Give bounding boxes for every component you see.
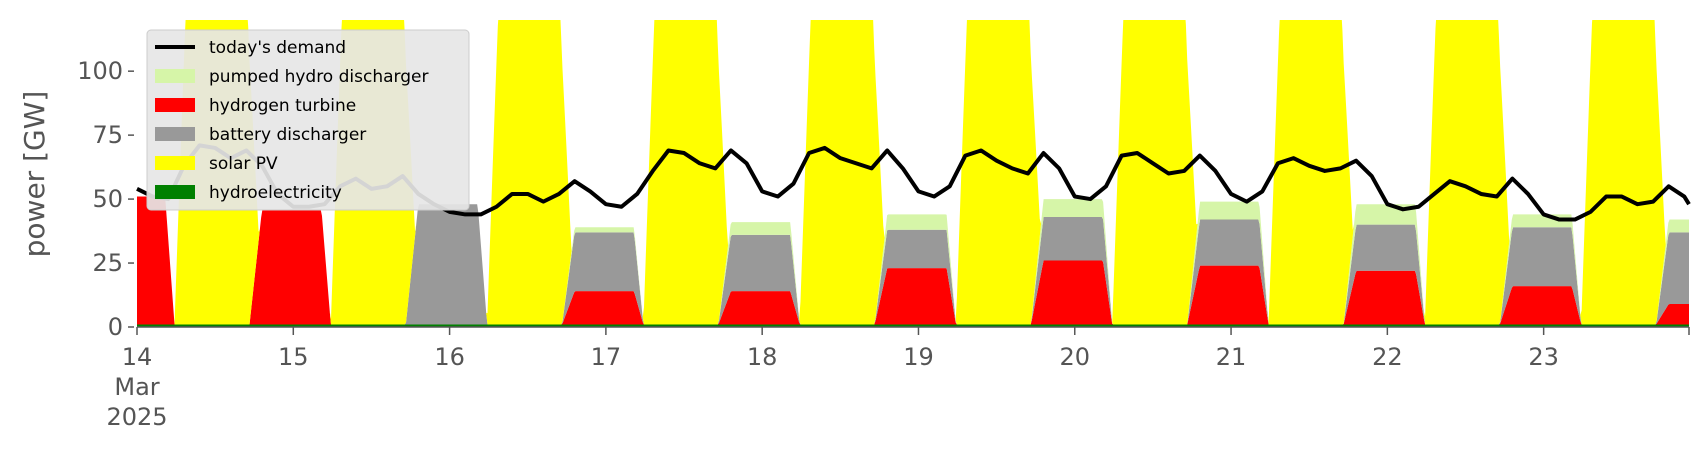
y-tick-label-100: 100 (77, 57, 123, 85)
y-axis: 0 25 50 75 100 (77, 57, 134, 341)
x-tick-label-line: 23 (1528, 343, 1559, 371)
plot-top-mask (137, 0, 1689, 20)
x-tick-label-2: 16 (434, 343, 465, 371)
legend-swatch-hydrogen-turbine (155, 98, 195, 112)
x-tick-label-line: 16 (434, 343, 465, 371)
y-tick-label-25: 25 (92, 249, 123, 277)
x-tick-label-line: 19 (903, 343, 934, 371)
x-tick-label-7: 21 (1216, 343, 1247, 371)
x-tick-label-line: 2025 (106, 403, 167, 431)
y-tick-label-75: 75 (92, 121, 123, 149)
x-tick-label-line: 15 (278, 343, 309, 371)
y-tick-label-50: 50 (92, 185, 123, 213)
legend: today's demand pumped hydro discharger hyd… (146, 29, 470, 211)
x-tick-label-line: Mar (114, 373, 159, 401)
x-tick-label-line: 20 (1059, 343, 1090, 371)
area-solar-pv (137, 7, 1689, 325)
x-tick-label-line: 21 (1216, 343, 1247, 371)
y-axis-label: power [GW] (18, 91, 51, 258)
legend-label-hydrogen-turbine: hydrogen turbine (209, 96, 356, 116)
x-tick-label-line: 22 (1372, 343, 1403, 371)
y-tick-label-0: 0 (108, 313, 123, 341)
area-battery-discharger (137, 196, 1689, 325)
x-tick-label-line: 14 (122, 343, 153, 371)
legend-swatch-battery-discharger (155, 127, 195, 141)
area-pumped-hydro-discharger (137, 196, 1689, 325)
x-tick-label-9: 23 (1528, 343, 1559, 371)
legend-label-today-s-demand: today's demand (209, 38, 346, 58)
x-tick-label-5: 19 (903, 343, 934, 371)
x-tick-label-4: 18 (747, 343, 778, 371)
x-tick-label-1: 15 (278, 343, 309, 371)
legend-label-pumped-hydro-discharger: pumped hydro discharger (209, 67, 428, 87)
x-tick-label-3: 17 (591, 343, 622, 371)
x-tick-label-6: 20 (1059, 343, 1090, 371)
legend-label-hydroelectricity: hydroelectricity (209, 183, 342, 203)
legend-swatch-solar-pv (155, 156, 195, 170)
legend-label-solar-pv: solar PV (209, 154, 278, 174)
legend-label-battery-discharger: battery discharger (209, 125, 366, 145)
x-tick-label-8: 22 (1372, 343, 1403, 371)
x-tick-label-0: 14 Mar 2025 (106, 343, 167, 431)
legend-swatch-hydroelectricity (155, 185, 195, 199)
legend-box (146, 29, 470, 211)
legend-swatch-pumped-hydro-discharger (155, 69, 195, 83)
x-tick-label-line: 17 (591, 343, 622, 371)
x-tick-label-line: 18 (747, 343, 778, 371)
x-axis: 14 Mar 2025 15 16 17 18 19 20 21 22 23 (106, 327, 1690, 431)
